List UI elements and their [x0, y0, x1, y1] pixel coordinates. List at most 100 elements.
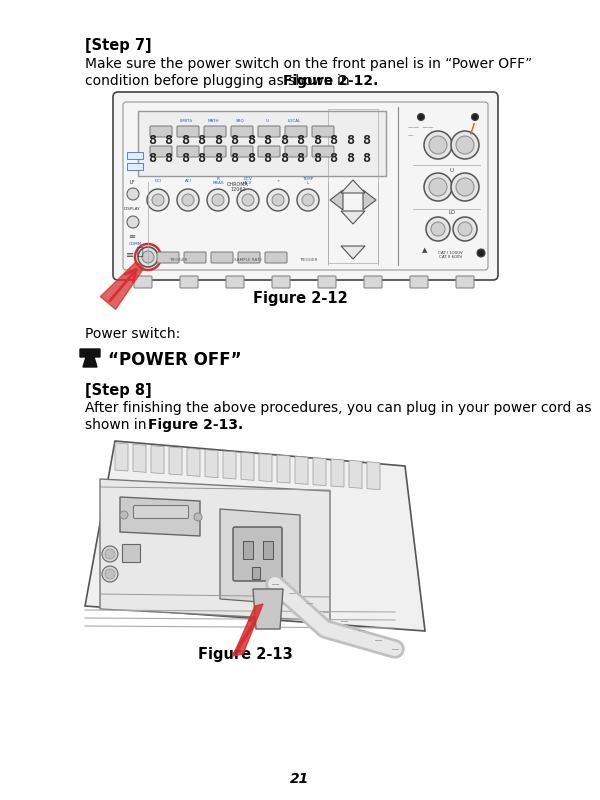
FancyBboxPatch shape: [285, 146, 307, 157]
Polygon shape: [100, 262, 144, 310]
Polygon shape: [241, 452, 254, 480]
FancyBboxPatch shape: [211, 252, 233, 263]
Text: 8: 8: [329, 134, 337, 147]
Polygon shape: [169, 447, 182, 475]
Text: 8: 8: [329, 153, 337, 166]
Polygon shape: [115, 443, 128, 471]
Circle shape: [272, 194, 284, 206]
Circle shape: [424, 131, 452, 159]
Bar: [138, 111, 386, 176]
Text: R
MEAS: R MEAS: [212, 177, 224, 186]
FancyBboxPatch shape: [258, 146, 280, 157]
FancyBboxPatch shape: [113, 92, 498, 280]
Text: DCI: DCI: [154, 179, 161, 183]
Circle shape: [472, 114, 479, 121]
Text: 8: 8: [296, 153, 305, 166]
Circle shape: [429, 178, 447, 196]
Text: U: U: [450, 168, 454, 173]
Text: 8: 8: [197, 153, 205, 166]
Polygon shape: [223, 451, 236, 479]
Text: ▲: ▲: [422, 247, 428, 253]
FancyBboxPatch shape: [272, 276, 290, 288]
Polygon shape: [349, 460, 362, 488]
Polygon shape: [85, 441, 425, 631]
Circle shape: [237, 189, 259, 211]
FancyBboxPatch shape: [204, 126, 226, 137]
Polygon shape: [341, 180, 365, 193]
Text: 8: 8: [313, 134, 321, 147]
Text: U: U: [265, 119, 269, 123]
Text: ACI: ACI: [185, 179, 191, 183]
Circle shape: [477, 249, 485, 257]
Text: 21: 21: [290, 772, 310, 786]
Text: TRIGGER: TRIGGER: [169, 258, 187, 262]
FancyBboxPatch shape: [410, 276, 428, 288]
FancyBboxPatch shape: [134, 276, 152, 288]
FancyBboxPatch shape: [180, 276, 198, 288]
Text: condition before plugging as shown in: condition before plugging as shown in: [85, 74, 354, 88]
Text: [Step 7]: [Step 7]: [85, 38, 152, 53]
FancyBboxPatch shape: [184, 252, 206, 263]
FancyBboxPatch shape: [133, 506, 188, 518]
Text: TEMP
L: TEMP L: [302, 177, 314, 186]
Text: ——  ——: —— ——: [408, 125, 433, 130]
Text: LO: LO: [449, 210, 455, 215]
Circle shape: [267, 189, 289, 211]
Text: 8: 8: [247, 134, 255, 147]
Circle shape: [102, 566, 118, 582]
Text: 8: 8: [164, 153, 173, 166]
Text: Figure 2-12: Figure 2-12: [253, 291, 347, 306]
Circle shape: [102, 546, 118, 562]
Text: “POWER OFF”: “POWER OFF”: [108, 351, 242, 369]
Text: 8: 8: [313, 153, 321, 166]
Circle shape: [105, 569, 115, 579]
FancyBboxPatch shape: [312, 146, 334, 157]
FancyBboxPatch shape: [231, 146, 253, 157]
Text: 8: 8: [280, 153, 288, 166]
Text: Power switch:: Power switch:: [85, 327, 180, 341]
Circle shape: [194, 513, 202, 521]
Bar: [127, 152, 143, 159]
Text: 8: 8: [148, 153, 156, 166]
Polygon shape: [259, 454, 272, 482]
Polygon shape: [205, 450, 218, 478]
Text: CAT I 1000V
CAT II 600V: CAT I 1000V CAT II 600V: [438, 250, 463, 259]
Circle shape: [242, 194, 254, 206]
Text: 8: 8: [362, 134, 371, 147]
FancyBboxPatch shape: [157, 252, 179, 263]
Text: 8: 8: [214, 134, 222, 147]
Circle shape: [456, 178, 474, 196]
Polygon shape: [295, 456, 308, 484]
Polygon shape: [133, 444, 146, 472]
Text: TRIGGER: TRIGGER: [299, 258, 317, 262]
Polygon shape: [341, 246, 365, 259]
Text: COMM: COMM: [128, 242, 142, 246]
Circle shape: [127, 216, 139, 228]
FancyBboxPatch shape: [456, 276, 474, 288]
Polygon shape: [363, 190, 376, 210]
FancyBboxPatch shape: [150, 126, 172, 137]
Text: LIMITS: LIMITS: [179, 119, 193, 123]
Text: 8: 8: [148, 134, 156, 147]
Text: Figure 2-13.: Figure 2-13.: [148, 418, 243, 432]
Text: DCV
ACV: DCV ACV: [244, 177, 253, 186]
FancyBboxPatch shape: [233, 527, 282, 581]
Circle shape: [152, 194, 164, 206]
Circle shape: [302, 194, 314, 206]
Bar: [328, 109, 378, 263]
Circle shape: [127, 188, 139, 200]
Circle shape: [451, 173, 479, 201]
Text: /: /: [470, 121, 476, 135]
Polygon shape: [120, 497, 200, 536]
Text: SRQ: SRQ: [236, 119, 244, 123]
Text: After finishing the above procedures, you can plug in your power cord as: After finishing the above procedures, yo…: [85, 401, 592, 415]
Bar: [122, 544, 140, 562]
Polygon shape: [253, 589, 283, 629]
Text: 8: 8: [346, 134, 354, 147]
Text: —: —: [408, 133, 413, 138]
Circle shape: [424, 173, 452, 201]
Text: 8: 8: [230, 134, 239, 147]
Circle shape: [142, 251, 154, 263]
Text: 8: 8: [296, 134, 305, 147]
Polygon shape: [233, 604, 263, 656]
